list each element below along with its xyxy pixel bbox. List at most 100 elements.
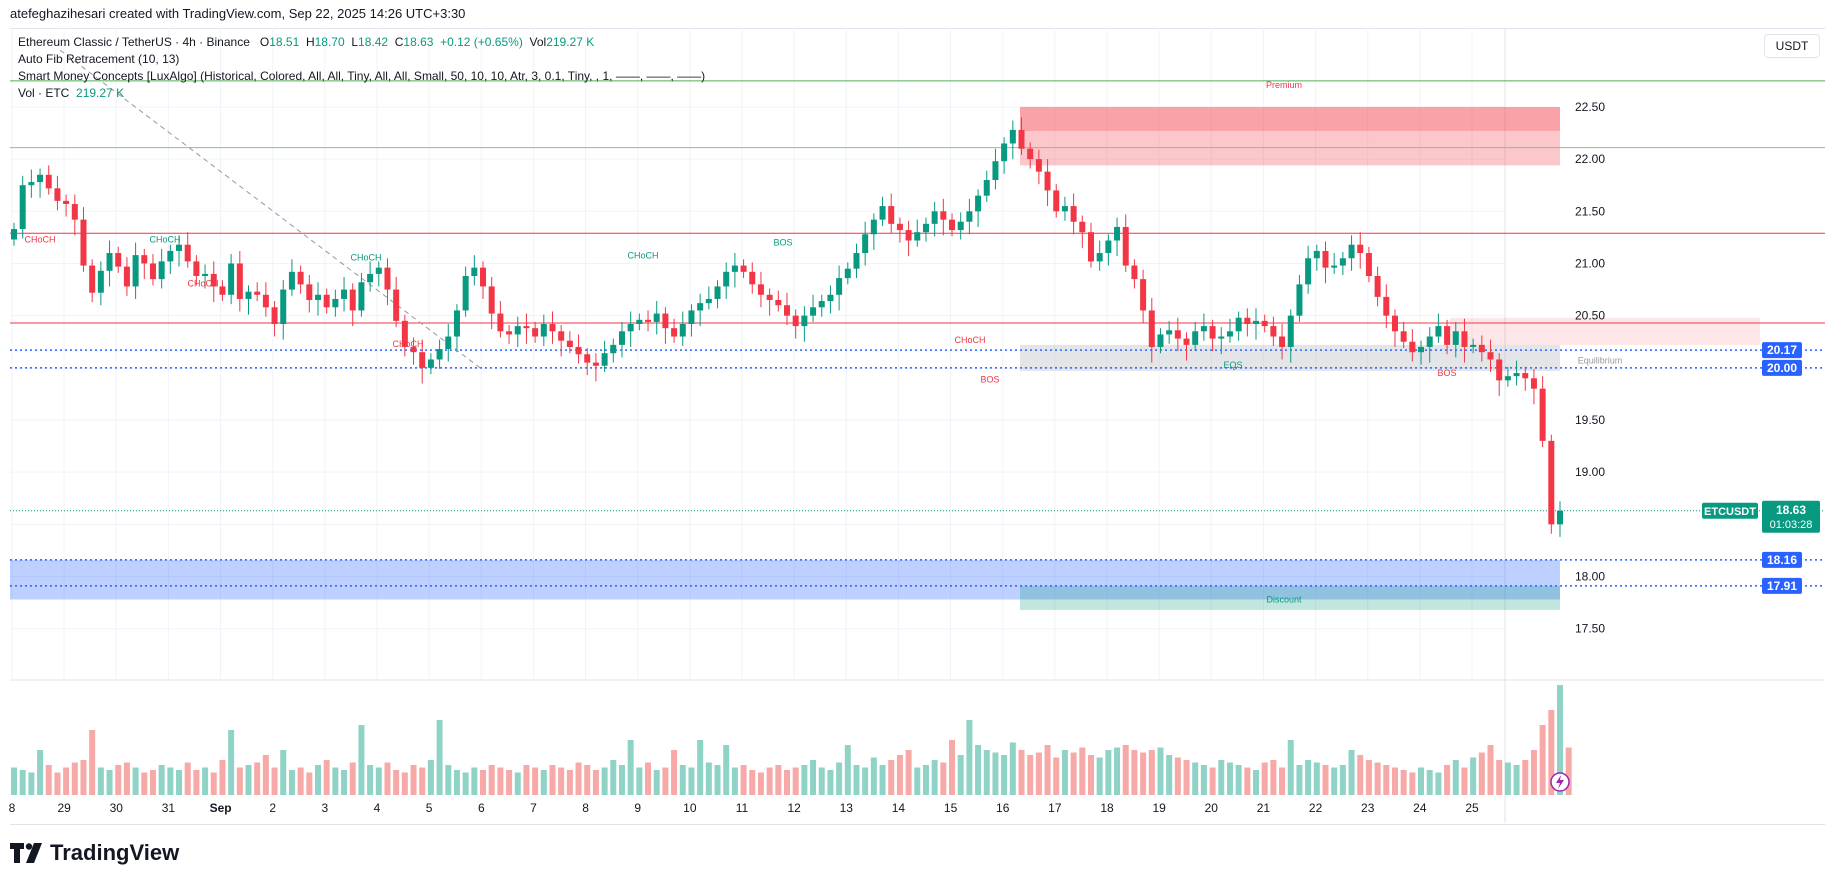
volume-bar [497,767,504,795]
time-axis-label: 4 [374,801,381,815]
candle-body [19,185,26,230]
volume-bar [1027,755,1034,795]
candle-body [601,353,608,366]
volume-bar [870,757,877,795]
candle-body [549,324,556,332]
time-axis-label: 24 [1413,801,1427,815]
volume-bar [1053,757,1060,795]
volume-bar [836,762,843,795]
volume-bar [106,770,113,795]
candle-body [384,267,391,290]
blue-demand-zone [10,559,1560,600]
volume-bar [63,767,70,795]
tradingview-logo-icon [10,843,42,863]
volume-bar [1218,760,1225,795]
candle-body [349,289,356,311]
candle-body [879,206,886,220]
volume-bar [1435,772,1442,795]
legend-volume-indicator[interactable]: Vol · ETC 219.27 K [18,86,124,100]
volume-bar [1183,760,1190,795]
time-axis-label: 8 [582,801,589,815]
candle-body [645,319,652,322]
candle-body [862,234,869,254]
candle-body [184,244,191,262]
volume-bar [671,750,678,795]
legend-symbol[interactable]: Ethereum Classic / TetherUS · 4h · Binan… [18,35,250,49]
candle-body [288,271,295,290]
volume-bar [592,770,599,795]
volume-bar [1192,762,1199,795]
candle-body [1226,331,1233,337]
legend-fib-indicator[interactable]: Auto Fib Retracement (10, 13) [18,52,180,66]
candle-body [427,359,434,368]
candle-body [341,289,348,299]
volume-bar [1400,770,1407,795]
last-price-tag-background [1762,500,1820,533]
candle-body [1322,250,1329,268]
symbol-tag: ETCUSDT [1704,506,1756,518]
candle-body [914,232,921,241]
volume-bar [384,762,391,795]
volume-bar [1339,765,1346,795]
candle-body [1131,265,1138,280]
candle-body [523,326,530,329]
volume-bar [914,767,921,795]
choch-label: CHoCH [24,235,55,245]
candle-body [219,286,226,295]
price-axis-label: 19.00 [1575,465,1605,479]
tradingview-logo[interactable]: TradingView [10,840,179,866]
volume-bar [1365,760,1372,795]
candle-body [1444,326,1451,345]
volume-bar [1244,767,1251,795]
candle-body [688,310,695,324]
candle-body [1487,352,1494,360]
volume-bar [532,767,539,795]
legend-vol-label: Vol [529,35,547,49]
price-tag: 20.17 [1767,343,1797,357]
candle-body [11,229,17,240]
volume-bar [1391,767,1398,795]
candle-body [488,286,495,314]
candle-body [558,331,565,341]
volume-bar [992,752,999,795]
candle-body [827,294,834,302]
time-axis-label: 25 [1465,801,1479,815]
candle-body [149,263,156,280]
volume-bar [393,770,400,795]
candle-body [132,255,139,287]
legend-volume-name: Vol · ETC [18,86,70,100]
volume-bar [141,772,148,795]
candle-body [723,271,730,287]
candle-body [506,331,513,335]
volume-bar [975,745,982,795]
legend-smc-indicator[interactable]: Smart Money Concepts [LuxAlgo] (Historic… [18,69,706,83]
eqs-label: EQS [1223,360,1242,370]
volume-bar [757,772,764,795]
volume-bar [1279,767,1286,795]
volume-bar [358,725,365,795]
volume-bar [1235,765,1242,795]
legend-high: 18.70 [314,35,345,49]
candle-body [775,300,782,306]
volume-bar [453,770,460,795]
currency-button[interactable]: USDT [1764,34,1820,58]
candle-body [1253,320,1260,324]
choch-label: CHoCH [954,335,985,345]
candle-body [1452,331,1459,345]
volume-bar [132,767,139,795]
candle-body [480,267,487,287]
volume-bar [271,767,278,795]
candle-body [1200,326,1207,332]
volume-bar [11,767,17,795]
time-axis-label: 19 [1152,801,1166,815]
volume-bar [97,767,104,795]
volume-bar [922,765,929,795]
candle-body [54,188,61,201]
price-axis-label: 18.00 [1575,570,1605,584]
volume-bar [1548,710,1555,795]
candle-body [1470,344,1477,347]
candle-body [271,307,278,324]
volume-bar [506,770,513,795]
equilibrium-label: Equilibrium [1578,355,1623,365]
